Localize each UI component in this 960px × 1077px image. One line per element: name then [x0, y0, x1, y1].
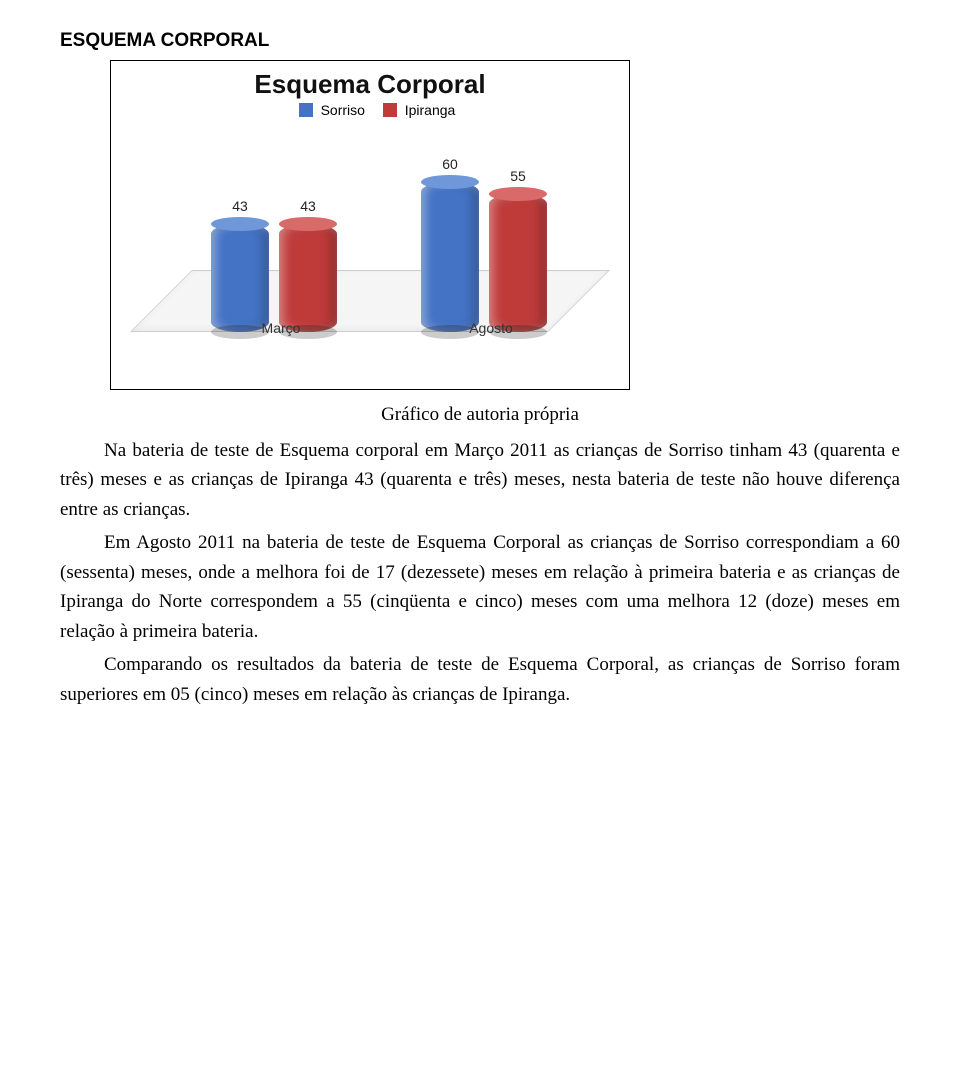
- bar-marco-ipiranga: [279, 224, 337, 332]
- body-paragraph-2: Em Agosto 2011 na bateria de teste de Es…: [60, 528, 900, 646]
- x-label-agosto: Agosto: [411, 320, 571, 336]
- bar-cap: [421, 175, 479, 189]
- chart-title: Esquema Corporal: [121, 69, 619, 100]
- body-paragraph-1: Na bateria de teste de Esquema corporal …: [60, 436, 900, 524]
- bar-cap: [489, 187, 547, 201]
- chart-frame: Esquema Corporal Sorriso Ipiranga 43 43 …: [110, 60, 630, 390]
- data-label-marco-ipiranga: 43: [279, 198, 337, 214]
- legend-swatch-sorriso: [299, 103, 313, 117]
- x-label-marco: Março: [201, 320, 361, 336]
- data-label-marco-sorriso: 43: [211, 198, 269, 214]
- bar-cap: [211, 217, 269, 231]
- legend-label-sorriso: Sorriso: [321, 102, 365, 118]
- section-heading: ESQUEMA CORPORAL: [60, 30, 900, 52]
- data-label-agosto-sorriso: 60: [421, 156, 479, 172]
- legend-swatch-ipiranga: [383, 103, 397, 117]
- chart-caption: Gráfico de autoria própria: [60, 404, 900, 426]
- bar-marco-sorriso: [211, 224, 269, 332]
- bar-agosto-ipiranga: [489, 194, 547, 332]
- bar-cap: [279, 217, 337, 231]
- bar-agosto-sorriso: [421, 182, 479, 332]
- body-paragraph-3: Comparando os resultados da bateria de t…: [60, 650, 900, 709]
- chart-legend: Sorriso Ipiranga: [121, 102, 619, 118]
- legend-label-ipiranga: Ipiranga: [405, 102, 456, 118]
- data-label-agosto-ipiranga: 55: [489, 168, 547, 184]
- chart-plot-area: 43 43 Março 60 55 Agosto: [121, 122, 619, 352]
